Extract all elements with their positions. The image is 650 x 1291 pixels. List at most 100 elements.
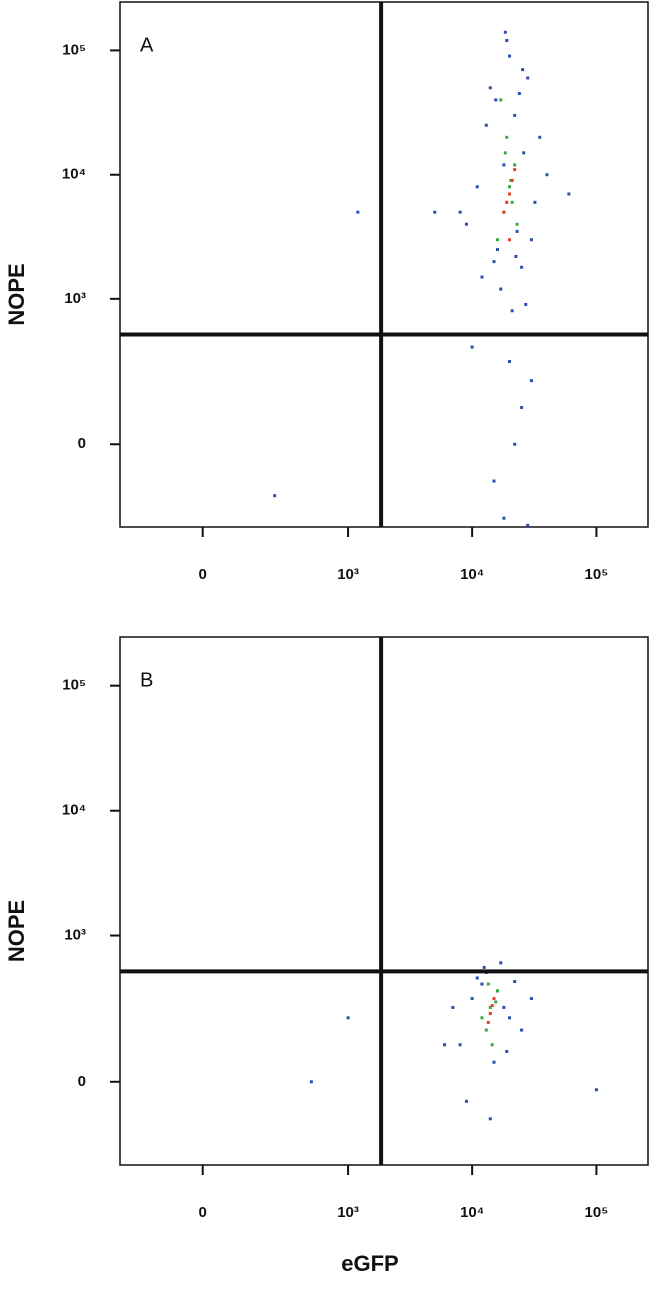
event-point — [505, 200, 509, 204]
event-point — [508, 238, 512, 242]
event-point — [486, 1020, 490, 1024]
x-tick-label: 10³ — [337, 566, 359, 583]
event-point — [480, 275, 484, 279]
event-point — [513, 163, 517, 167]
x-tick-label: 10⁵ — [585, 566, 609, 583]
y-tick-label: 10⁴ — [62, 166, 86, 183]
event-point — [513, 113, 517, 117]
event-point — [488, 86, 492, 90]
event-point — [505, 135, 509, 139]
event-point — [502, 1005, 506, 1009]
event-point — [515, 229, 519, 233]
event-point — [524, 302, 528, 306]
y-axis-title: NOPE — [4, 263, 29, 325]
event-point — [464, 222, 468, 226]
event-point — [433, 210, 437, 214]
event-point — [538, 135, 542, 139]
event-point — [508, 185, 512, 189]
event-point — [514, 254, 518, 258]
event-point — [502, 210, 506, 214]
event-point — [458, 1043, 462, 1047]
y-tick-label: 10⁵ — [62, 677, 86, 694]
event-point — [526, 76, 530, 80]
event-point — [513, 442, 517, 446]
event-point — [484, 1028, 488, 1032]
y-axis-title: NOPE — [4, 900, 29, 962]
event-point — [505, 1049, 509, 1053]
event-point — [510, 200, 514, 204]
y-tick-label: 10³ — [64, 290, 86, 307]
event-point — [492, 479, 496, 483]
event-point — [499, 287, 503, 291]
event-point — [545, 173, 549, 177]
event-point — [495, 248, 499, 252]
panel-letter: B — [140, 669, 153, 691]
event-point — [490, 1004, 494, 1008]
event-point — [508, 360, 512, 364]
event-point — [510, 309, 514, 313]
y-tick-label: 10⁵ — [62, 41, 86, 58]
event-point — [492, 997, 496, 1001]
event-point — [495, 989, 499, 993]
y-tick-label: 10³ — [64, 927, 86, 944]
event-point — [508, 54, 512, 58]
x-tick-label: 10⁵ — [585, 1204, 609, 1221]
event-point — [502, 163, 506, 167]
event-point — [533, 200, 537, 204]
event-point — [480, 982, 484, 986]
event-point — [488, 1011, 492, 1015]
event-point — [346, 1016, 350, 1020]
event-point — [503, 30, 507, 34]
event-point — [273, 494, 277, 498]
panel-letter: A — [140, 34, 154, 56]
event-point — [502, 516, 506, 520]
y-tick-label: 10⁴ — [62, 802, 86, 819]
event-point — [529, 379, 533, 383]
event-point — [520, 265, 524, 269]
event-point — [517, 92, 521, 96]
event-point — [503, 151, 507, 155]
event-point — [495, 238, 499, 242]
plot-frame — [119, 636, 649, 1166]
y-tick-label: 0 — [78, 1073, 86, 1090]
x-tick-label: 10⁴ — [460, 566, 484, 583]
event-point — [309, 1080, 313, 1084]
event-point — [594, 1088, 598, 1092]
event-point — [508, 1016, 512, 1020]
event-point — [470, 997, 474, 1001]
event-point — [510, 178, 514, 182]
event-point — [508, 192, 512, 196]
event-point — [470, 345, 474, 349]
event-point — [356, 210, 360, 214]
event-point — [475, 976, 479, 980]
event-point — [529, 238, 533, 242]
event-point — [529, 997, 533, 1001]
event-point — [492, 260, 496, 264]
event-point — [526, 523, 530, 527]
event-point — [522, 151, 526, 155]
event-point — [499, 98, 503, 102]
event-point — [567, 192, 571, 196]
event-point — [490, 1043, 494, 1047]
event-point — [513, 168, 517, 172]
event-point — [480, 1016, 484, 1020]
event-point — [513, 980, 517, 984]
event-point — [486, 982, 490, 986]
y-tick-label: 0 — [78, 435, 86, 452]
event-point — [515, 222, 519, 226]
event-point — [458, 210, 462, 214]
event-point — [521, 68, 525, 72]
event-point — [475, 185, 479, 189]
x-tick-label: 0 — [199, 566, 207, 583]
event-point — [451, 1005, 455, 1009]
x-tick-label: 10⁴ — [460, 1204, 484, 1221]
x-tick-label: 10³ — [337, 1204, 359, 1221]
x-tick-label: 0 — [199, 1204, 207, 1221]
event-point — [520, 1028, 524, 1032]
event-point — [494, 1000, 498, 1004]
event-point — [484, 123, 488, 127]
event-point — [464, 1099, 468, 1103]
event-point — [520, 405, 524, 409]
event-point — [482, 965, 486, 969]
